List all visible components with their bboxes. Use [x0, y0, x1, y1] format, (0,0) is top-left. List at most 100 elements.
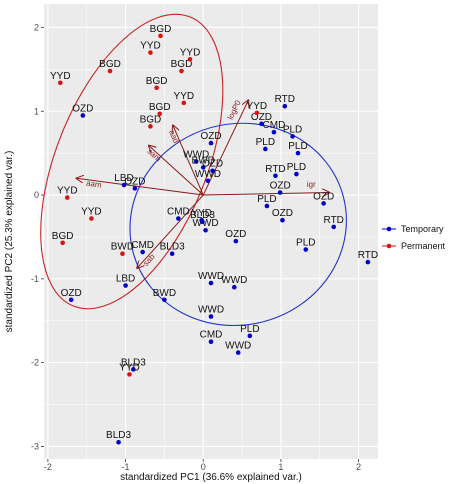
point-label: BGD: [146, 76, 168, 87]
point-temporary: [132, 186, 138, 191]
point-label: PLD: [287, 162, 306, 173]
point-label: WWD: [198, 271, 224, 282]
point-label: OZD: [200, 131, 221, 142]
point-temporary: [208, 140, 214, 146]
point-temporary: [193, 159, 199, 164]
y-tick-label: -3: [31, 441, 39, 451]
point-temporary: [264, 203, 270, 209]
x-tick-label: 1: [278, 462, 283, 472]
y-tick-label: 1: [34, 106, 39, 116]
point-label: OZD: [202, 159, 223, 170]
point-label: OZD: [251, 112, 272, 123]
point-temporary: [303, 247, 309, 252]
plot-panel: [44, 4, 378, 459]
point-label: BLD3: [121, 357, 146, 368]
grid-lines: [44, 4, 378, 459]
point-label: OZD: [124, 176, 145, 187]
point-label: YYD: [174, 91, 195, 102]
point-label: BGD: [52, 231, 74, 242]
point-temporary: [140, 249, 145, 255]
x-tick-label: 0: [201, 462, 206, 472]
point-temporary: [80, 113, 86, 118]
y-tick-label: -1: [31, 274, 39, 284]
point-label: YYD: [180, 47, 201, 58]
x-tick-label: -1: [122, 462, 130, 472]
point-label: YYD: [81, 207, 102, 218]
point-label: RTD: [358, 250, 378, 261]
x-tick-label: -2: [44, 462, 52, 472]
point-permanent: [187, 57, 193, 62]
point-label: LBD: [116, 274, 135, 285]
point-label: PLD: [283, 124, 302, 135]
point-permanent: [158, 33, 163, 39]
y-tick-label: 0: [34, 190, 39, 200]
point-permanent: [148, 50, 153, 55]
y-axis-title: standardized PC2 (25.3% explained var.): [4, 151, 15, 333]
point-temporary: [273, 173, 278, 179]
ellipse-temporary: [129, 122, 347, 327]
loading-arrow-aad: [173, 126, 204, 196]
point-temporary: [123, 283, 128, 288]
point-label: WWD: [221, 275, 247, 286]
point-permanent: [154, 85, 159, 91]
point-temporary: [271, 129, 277, 135]
point-temporary: [294, 171, 299, 177]
point-label: CMD: [131, 240, 154, 251]
loading-arrow-aam: [77, 178, 204, 196]
point-temporary: [331, 224, 337, 230]
loading-arrow-logp0: [202, 100, 248, 196]
point-permanent: [148, 124, 153, 129]
point-label: BGD: [140, 114, 162, 125]
point-label: YYD: [57, 186, 78, 197]
point-temporary: [208, 339, 214, 344]
point-label: RTD: [324, 215, 344, 226]
point-label: BGD: [171, 59, 193, 70]
point-temporary: [295, 150, 301, 156]
point-temporary: [277, 190, 283, 195]
point-label: BWD: [111, 242, 134, 253]
point-temporary: [247, 333, 253, 339]
point-permanent: [58, 80, 63, 86]
point-temporary: [169, 251, 175, 257]
point-temporary: [282, 103, 288, 109]
point-label: OZD: [72, 103, 93, 114]
legend-label-temporary: Temporary: [401, 224, 444, 234]
point-temporary: [162, 297, 167, 303]
x-axis-title: standardized PC1 (36.6% explained var.): [120, 472, 302, 483]
point-label: WWD: [225, 341, 251, 352]
confidence-ellipses: [40, 13, 347, 327]
point-label: OZD: [272, 208, 293, 219]
loading-arrow-sam: [149, 146, 204, 196]
point-temporary: [208, 280, 214, 286]
y-tick-label: 2: [34, 22, 39, 32]
point-temporary: [121, 182, 127, 188]
point-temporary: [131, 367, 136, 372]
y-tick-label: -2: [31, 358, 39, 368]
point-label: YYD: [119, 362, 140, 373]
point-permanent: [65, 195, 70, 200]
point-label: LBD: [114, 173, 133, 184]
point-label: YYD: [140, 41, 161, 52]
point-label: BGD: [150, 24, 172, 35]
point-label: BLD3: [106, 430, 131, 441]
point-temporary: [280, 217, 285, 223]
point-label: YYD: [247, 101, 268, 112]
point-label: RTD: [265, 164, 285, 175]
point-label: BGD: [99, 59, 121, 70]
point-label: CMD: [263, 120, 286, 131]
point-label: YYD: [191, 208, 212, 219]
point-label: OZD: [61, 288, 82, 299]
loading-label-igr: igr: [307, 180, 316, 189]
point-label: PLD: [288, 141, 307, 152]
point-temporary: [208, 314, 214, 319]
x-tick-label: 2: [356, 462, 361, 472]
point-label: WWD: [183, 150, 209, 161]
point-label: BLD3: [160, 242, 185, 253]
point-permanent: [89, 216, 94, 221]
point-temporary: [205, 178, 211, 184]
point-label: WWD: [198, 305, 224, 316]
point-label: PLD: [256, 137, 275, 148]
point-temporary: [203, 227, 208, 233]
point-temporary: [233, 238, 239, 244]
point-label: PLD: [240, 324, 259, 335]
